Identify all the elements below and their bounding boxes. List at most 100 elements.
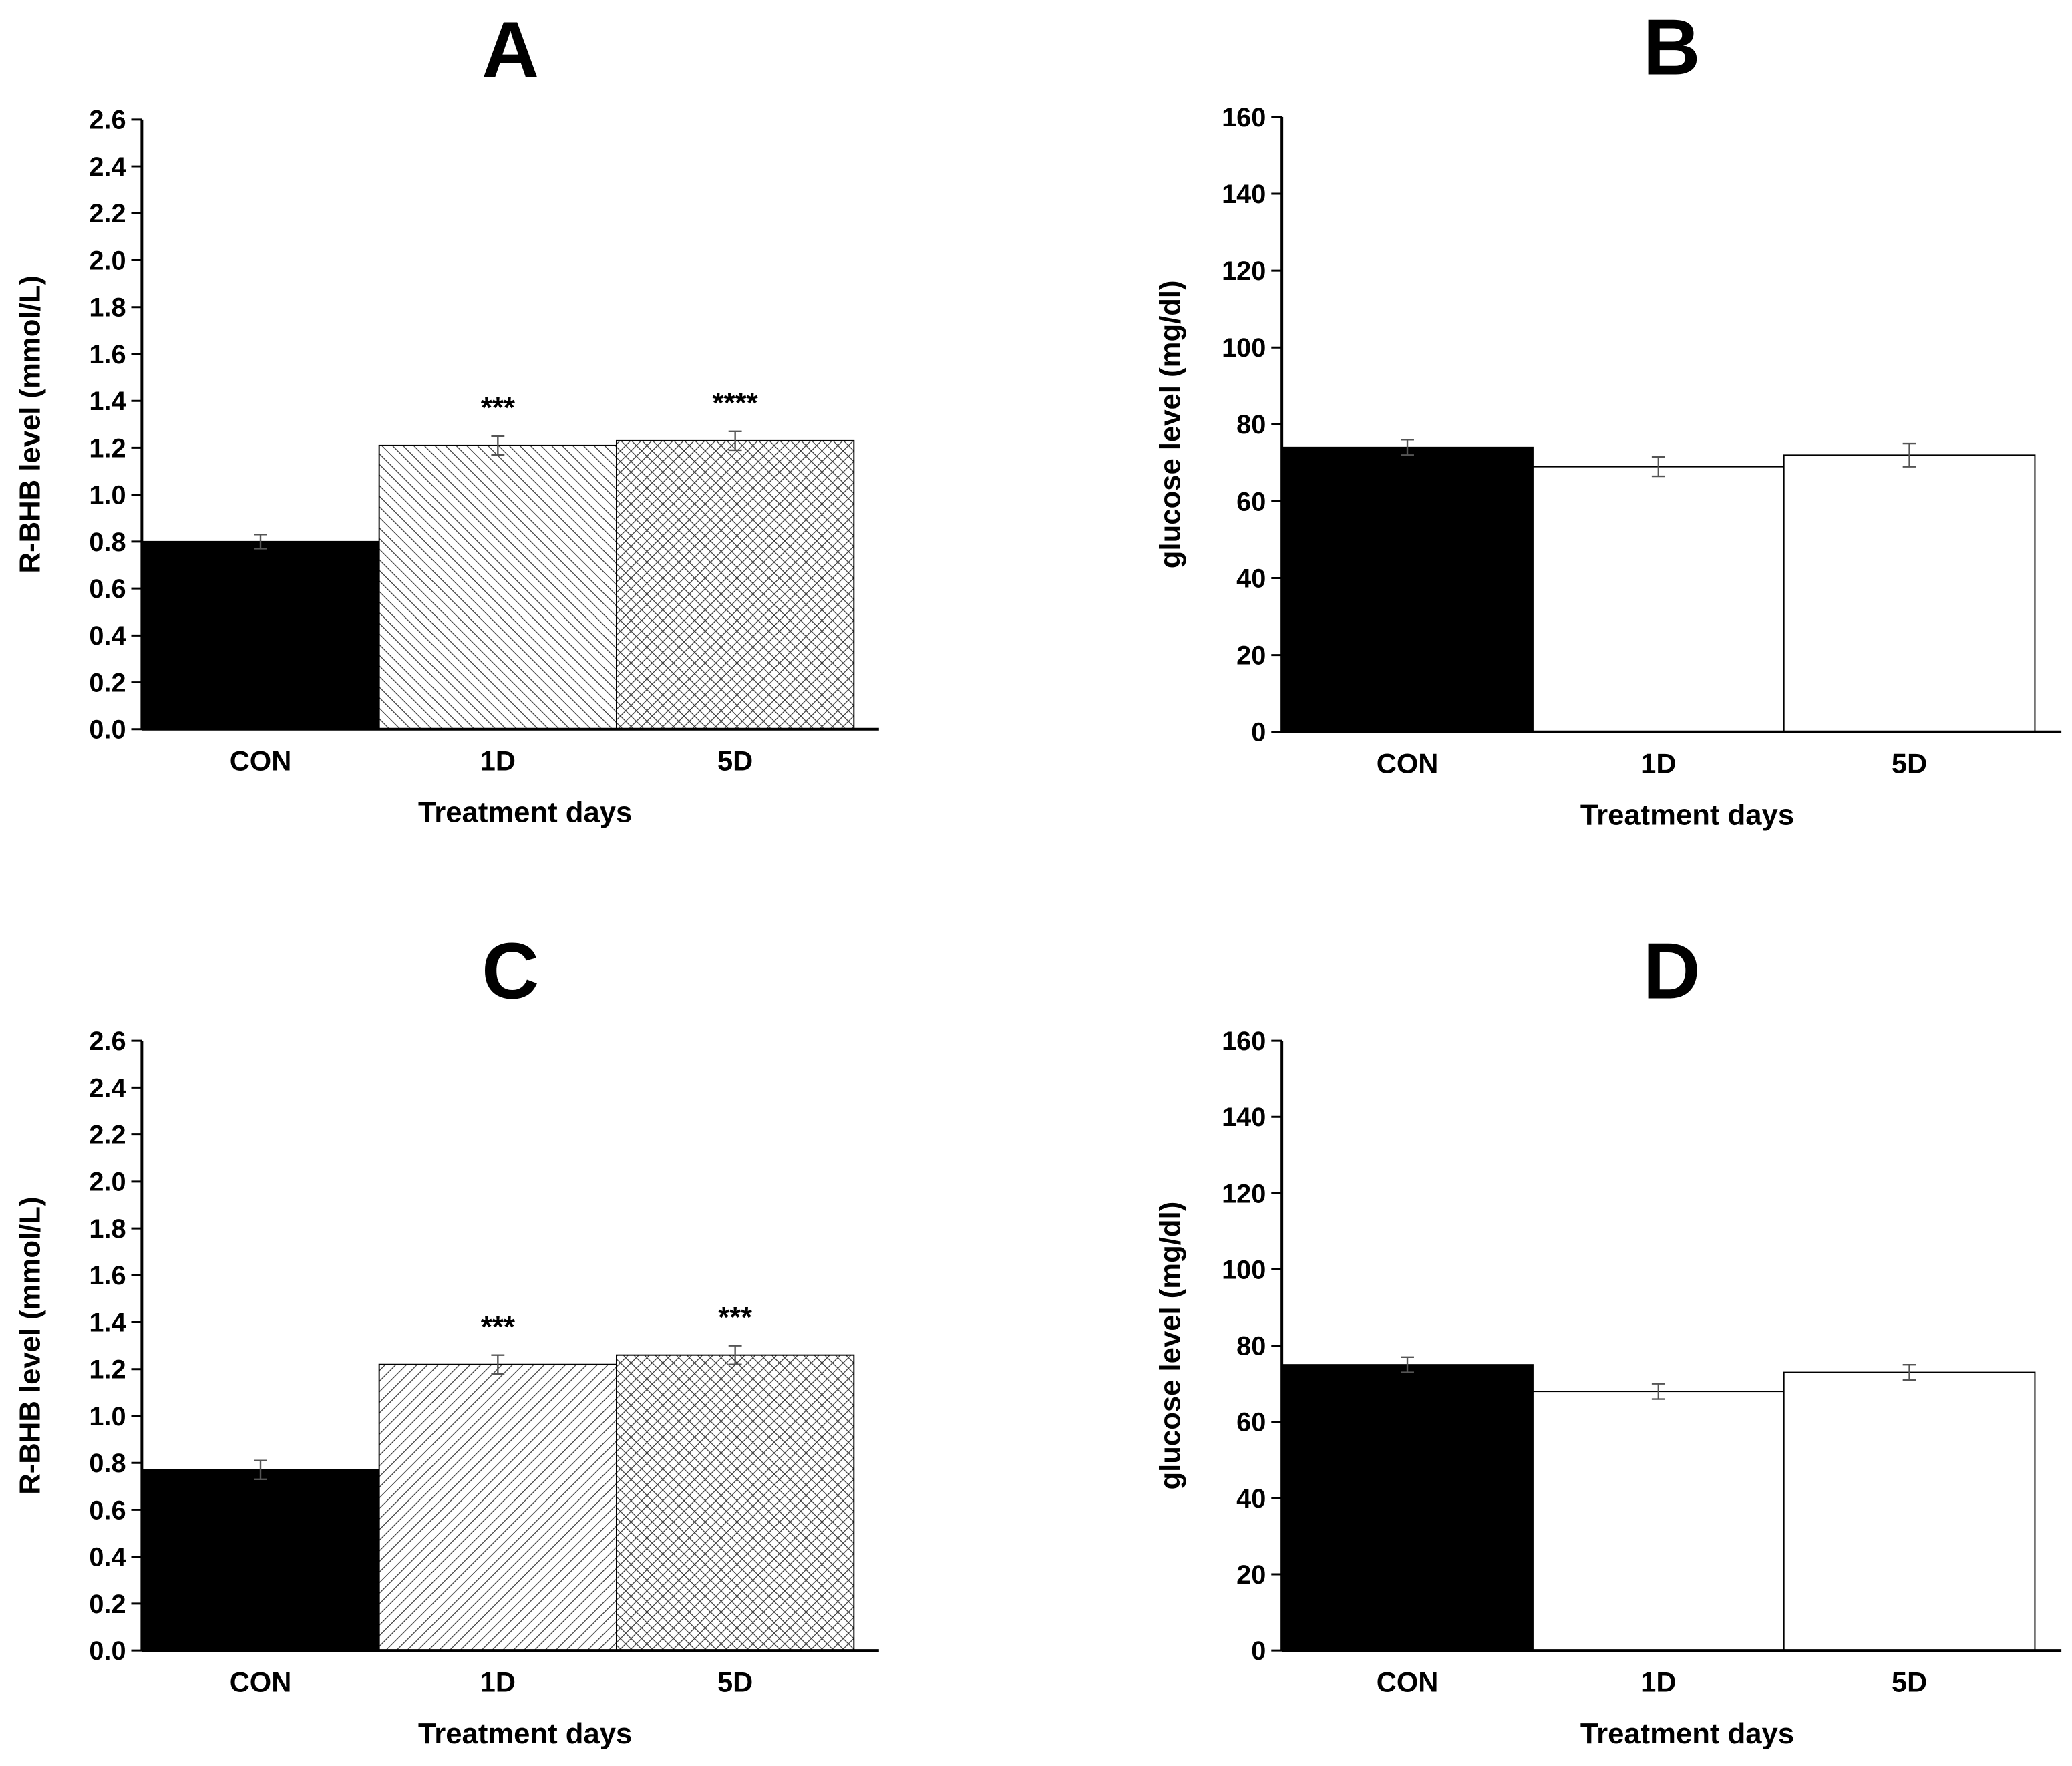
error-bar bbox=[254, 534, 267, 550]
x-tick-label: 1D bbox=[480, 1666, 516, 1698]
error-bar bbox=[491, 435, 505, 456]
y-tick-label: 160 bbox=[1222, 103, 1266, 132]
bar bbox=[378, 444, 617, 730]
panel-title: A bbox=[482, 5, 539, 94]
y-tick-label: 60 bbox=[1236, 1408, 1266, 1437]
y-tick-label: 120 bbox=[1222, 256, 1266, 286]
panel-title: C bbox=[482, 927, 539, 1016]
y-tick-label: 1.0 bbox=[89, 481, 126, 510]
error-bar bbox=[1401, 439, 1414, 456]
y-tick-label: 0.8 bbox=[89, 528, 126, 557]
y-tick-label: 20 bbox=[1236, 1560, 1266, 1590]
y-tick-label: 80 bbox=[1236, 1332, 1266, 1361]
bar bbox=[615, 439, 855, 730]
y-tick-label: 140 bbox=[1222, 180, 1266, 209]
x-axis-title: Treatment days bbox=[1580, 799, 1794, 832]
significance-label: *** bbox=[481, 391, 515, 424]
y-tick-label: 80 bbox=[1236, 410, 1266, 439]
bar bbox=[1783, 454, 2036, 733]
y-tick-label: 40 bbox=[1236, 1484, 1266, 1514]
y-tick-label: 0.0 bbox=[89, 1636, 126, 1666]
bar bbox=[378, 1363, 617, 1652]
y-tick-label: 160 bbox=[1222, 1027, 1266, 1056]
x-tick-label: CON bbox=[1377, 747, 1439, 779]
error-bar bbox=[728, 1345, 742, 1365]
bar bbox=[1532, 1391, 1785, 1652]
bar bbox=[615, 1354, 855, 1652]
y-tick-label: 0.4 bbox=[89, 621, 126, 651]
y-tick-label: 40 bbox=[1236, 564, 1266, 593]
y-axis-title: R-BHB level (mmol/L) bbox=[14, 275, 47, 573]
x-tick-label: 5D bbox=[717, 1666, 753, 1698]
x-tick-label: 5D bbox=[717, 745, 753, 776]
y-tick-label: 2.4 bbox=[89, 152, 126, 182]
error-bar bbox=[491, 1354, 505, 1375]
error-bar bbox=[254, 1459, 267, 1480]
y-tick-label: 1.6 bbox=[89, 1261, 126, 1290]
x-tick-label: 1D bbox=[480, 745, 516, 776]
error-bar bbox=[1651, 456, 1665, 478]
y-axis-title: glucose level (mg/dl) bbox=[1154, 1202, 1186, 1490]
x-tick-label: CON bbox=[230, 1666, 292, 1698]
x-tick-label: 1D bbox=[1641, 747, 1676, 779]
x-tick-label: CON bbox=[230, 745, 292, 776]
y-tick-label: 0.6 bbox=[89, 1495, 126, 1525]
panel-title: D bbox=[1643, 927, 1701, 1016]
x-tick-label: 5D bbox=[1892, 747, 1927, 779]
y-tick-label: 0.2 bbox=[89, 668, 126, 697]
significance-label: **** bbox=[713, 387, 758, 419]
y-tick-label: 0.8 bbox=[89, 1449, 126, 1478]
y-tick-label: 0.6 bbox=[89, 574, 126, 604]
y-tick-label: 60 bbox=[1236, 487, 1266, 516]
x-tick-label: CON bbox=[1377, 1666, 1439, 1698]
x-axis-title: Treatment days bbox=[1580, 1717, 1794, 1750]
significance-label: *** bbox=[481, 1310, 515, 1343]
y-tick-label: 1.4 bbox=[89, 1308, 126, 1337]
y-tick-label: 1.4 bbox=[89, 387, 126, 416]
bar bbox=[1783, 1371, 2036, 1652]
error-bar bbox=[1902, 1363, 1916, 1381]
y-tick-label: 0.4 bbox=[89, 1543, 126, 1572]
panel-title: B bbox=[1643, 3, 1701, 92]
y-tick-label: 0 bbox=[1251, 1636, 1266, 1666]
bar bbox=[1281, 446, 1534, 733]
error-bar bbox=[1902, 442, 1916, 468]
y-tick-label: 2.2 bbox=[89, 199, 126, 228]
y-tick-label: 2.6 bbox=[89, 1027, 126, 1056]
significance-label: *** bbox=[718, 1301, 752, 1334]
x-tick-label: 1D bbox=[1641, 1666, 1676, 1698]
y-tick-label: 20 bbox=[1236, 641, 1266, 671]
y-tick-label: 2.0 bbox=[89, 246, 126, 275]
y-tick-label: 120 bbox=[1222, 1179, 1266, 1208]
y-tick-label: 140 bbox=[1222, 1103, 1266, 1132]
y-tick-label: 1.8 bbox=[89, 1214, 126, 1244]
x-axis-title: Treatment days bbox=[418, 796, 632, 829]
y-axis-title: glucose level (mg/dl) bbox=[1154, 280, 1186, 568]
bar bbox=[141, 1469, 380, 1652]
x-tick-label: 5D bbox=[1892, 1666, 1927, 1698]
y-tick-label: 2.2 bbox=[89, 1121, 126, 1150]
bar bbox=[141, 540, 380, 730]
y-tick-label: 1.2 bbox=[89, 433, 126, 463]
y-tick-label: 1.0 bbox=[89, 1402, 126, 1431]
y-tick-label: 2.4 bbox=[89, 1073, 126, 1103]
error-bar bbox=[1651, 1383, 1665, 1400]
y-tick-label: 100 bbox=[1222, 333, 1266, 363]
error-bar bbox=[1401, 1356, 1414, 1373]
y-tick-label: 1.6 bbox=[89, 340, 126, 369]
y-tick-label: 0 bbox=[1251, 718, 1266, 747]
y-tick-label: 2.6 bbox=[89, 106, 126, 135]
bar bbox=[1532, 466, 1785, 733]
y-axis-title: R-BHB level (mmol/L) bbox=[14, 1196, 47, 1494]
y-tick-label: 100 bbox=[1222, 1255, 1266, 1284]
y-tick-label: 0.0 bbox=[89, 715, 126, 745]
y-tick-label: 1.8 bbox=[89, 293, 126, 323]
y-tick-label: 0.2 bbox=[89, 1590, 126, 1619]
bar bbox=[1281, 1364, 1534, 1652]
y-tick-label: 1.2 bbox=[89, 1355, 126, 1385]
error-bar bbox=[728, 430, 742, 452]
x-axis-title: Treatment days bbox=[418, 1717, 632, 1750]
y-tick-label: 2.0 bbox=[89, 1168, 126, 1197]
